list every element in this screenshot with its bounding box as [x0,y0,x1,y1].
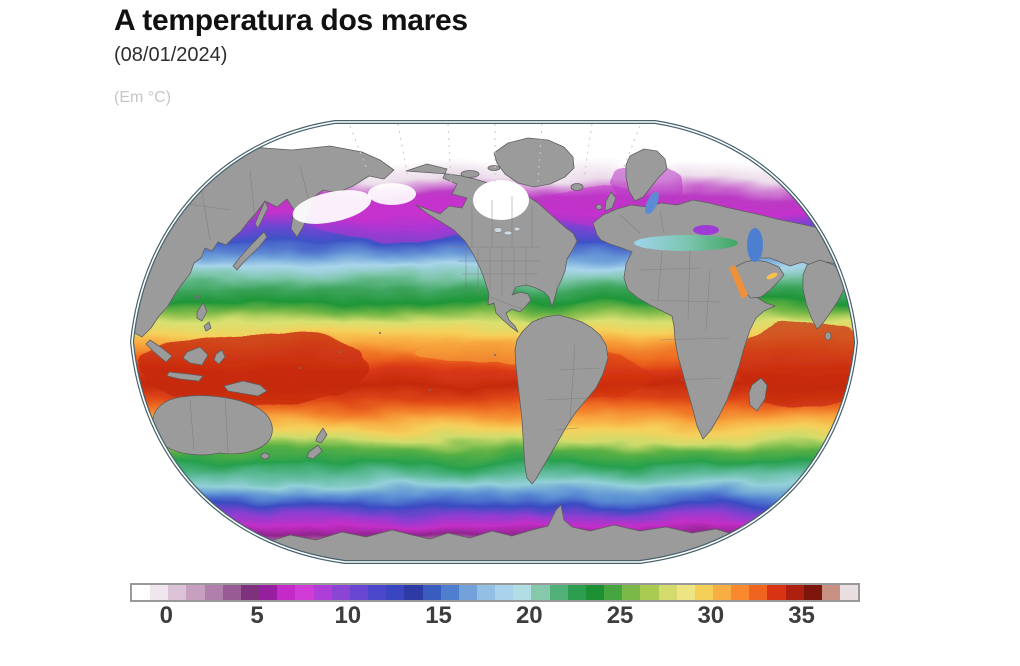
landmass-greenland [493,137,575,188]
okhotsk-sea-ice [292,190,372,224]
baltic-sea [645,191,659,215]
country-borders [159,164,731,453]
colorbar-segment [240,585,260,600]
warm-pool-indian-ocean [734,322,856,406]
bering-sea-ice [368,183,416,205]
colorbar-segment [731,585,750,600]
landmass-new-zealand [306,427,328,460]
colorbar-tick-label: 5 [250,602,264,629]
colorbar-segment [476,585,496,600]
landmass-scandinavia [625,148,668,202]
colorbar-segment [531,585,550,600]
colorbar-segment [749,585,768,600]
colorbar-segment [567,585,586,600]
colorbar-segment [186,585,205,600]
colorbar-segment [622,585,641,600]
colorbar-tick-label: 10 [334,602,362,629]
colorbar-segment [658,585,677,600]
colorbar-segment [295,585,314,600]
mediterranean-sea [634,235,738,251]
colorbar-segment [277,585,296,600]
colorbar-tick-label: 0 [159,602,173,629]
page-title: A temperatura dos mares [114,4,468,37]
sea-overlays [292,180,778,299]
colorbar-segment [132,585,151,600]
colorbar-segment [549,585,568,600]
colorbar-segment [803,585,822,600]
red-sea [729,265,748,299]
colorbar-segment [349,585,369,600]
landmass-britain [604,191,617,212]
landmass-madagascar [748,377,768,412]
colorbar-segment [440,585,459,600]
unit-label: (Em °C) [114,89,172,106]
colorbar-segment [785,585,804,600]
landmass-north-america [405,163,578,333]
colorbar-segment [840,585,859,600]
colorbar-tick-label: 35 [788,602,815,629]
colorbar-segment [259,585,278,600]
colorbar-segment [422,585,441,600]
black-sea [693,225,719,235]
colorbar-segment [204,585,223,600]
colorbar-segment [458,585,477,600]
colorbar-segment [150,585,169,600]
colorbar-segment [694,585,713,600]
landmass-arctic-islands [460,170,480,178]
colorbar-segment [222,585,241,600]
page-date: (08/01/2024) [114,44,228,66]
landmass-sri-lanka [824,331,832,341]
colorbar-segment [713,585,732,600]
colorbar-segment [495,585,514,600]
map-outline-inner [131,121,857,563]
colorbar-segment [585,585,605,600]
colorbar-segment [313,585,332,600]
landmass-sakhalin [254,200,269,229]
hudson-bay-ice [473,180,529,220]
colorbar-tick-label: 30 [697,602,725,629]
colorbar-tick-label: 20 [515,602,543,629]
colorbar-tick-label: 25 [606,602,634,629]
colorbar-segment [386,585,405,600]
colorbar-segment [168,585,187,600]
temperature-colorbar [130,583,860,602]
colorbar-segment [604,585,623,600]
landmass-tasmania [260,452,270,460]
colorbar-segment [767,585,786,600]
landmass-japan [232,231,268,271]
colorbar-tick-labels: 0 5 10 15 20 25 30 35 [130,602,856,632]
landmass-india [802,259,846,330]
small-islands [194,294,496,391]
colorbar-segment [640,585,659,600]
landmass-ireland [595,204,603,210]
landmass-arctic-islands [487,165,501,171]
great-lakes [493,226,521,236]
colorbar-segment [821,585,841,600]
colorbar-segment [331,585,350,600]
colorbar-tick-label: 15 [425,602,452,629]
colorbar-segment [676,585,695,600]
graticule-dashed-meridians [349,123,641,184]
landmass-iceland [570,183,584,191]
caspian-sea [747,228,763,262]
landmass-philippines [196,302,212,332]
map-outline [129,120,859,564]
header: A temperatura dos mares (08/01/2024) (Em… [114,4,468,107]
persian-gulf [766,272,778,280]
colorbar-segment [368,585,387,600]
colorbar-segment [513,585,532,600]
colorbar-segment [404,585,423,600]
landmass-indonesia [145,339,268,397]
